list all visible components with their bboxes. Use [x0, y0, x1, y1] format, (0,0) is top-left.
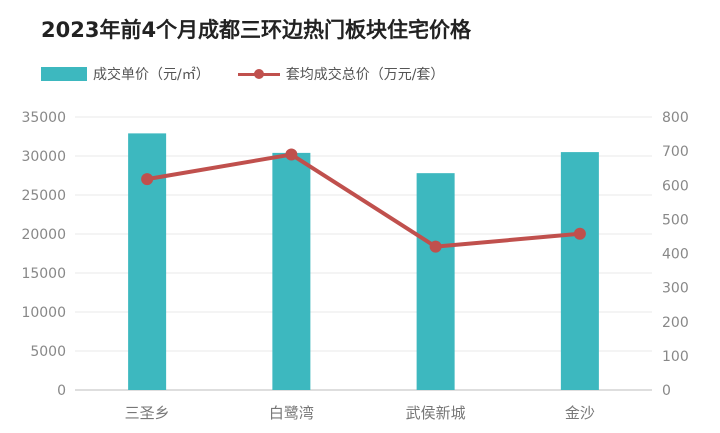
y-left-tick-label: 5000: [30, 344, 66, 360]
y-right-tick-label: 800: [662, 110, 689, 126]
bar: [128, 133, 167, 390]
legend-label-price: 成交单价（元/㎡）: [93, 67, 210, 83]
x-tick-label: 金沙: [565, 404, 595, 422]
x-tick-label: 三圣乡: [125, 404, 170, 422]
line-point: [285, 148, 298, 161]
y-right-tick-label: 200: [662, 315, 689, 331]
bar: [416, 173, 455, 390]
y-right-tick-label: 400: [662, 247, 689, 263]
y-right-tick-label: 600: [662, 178, 689, 194]
line-point: [573, 227, 586, 240]
bar: [560, 152, 599, 390]
y-left-tick-label: 35000: [21, 110, 66, 126]
y-left-tick-label: 20000: [21, 227, 66, 243]
legend-item-total[interactable]: 套均成交总价（万元/套）: [237, 64, 445, 84]
line-point: [429, 240, 442, 253]
y-left-tick-label: 30000: [21, 149, 66, 165]
y-right-tick-label: 0: [662, 383, 671, 399]
chart-title: 2023年前4个月成都三环边热门板块住宅价格: [41, 18, 472, 42]
bar: [272, 152, 311, 390]
y-right-tick-label: 500: [662, 212, 689, 228]
y-left-tick-label: 0: [57, 383, 66, 399]
legend-item-price[interactable]: 成交单价（元/㎡）: [41, 64, 210, 84]
line-point: [141, 173, 154, 186]
x-tick-label: 白鹭湾: [269, 404, 314, 422]
chart-legend: 成交单价（元/㎡） 套均成交总价（万元/套）: [41, 64, 472, 84]
y-right-tick-label: 300: [662, 281, 689, 297]
x-tick-label: 武侯新城: [406, 404, 466, 422]
y-left-tick-label: 25000: [21, 188, 66, 204]
y-right-tick-label: 100: [662, 349, 689, 365]
legend-bar-swatch: [41, 67, 87, 81]
series-line: [146, 152, 581, 249]
legend-line-swatch: [237, 67, 280, 81]
legend-label-total: 套均成交总价（万元/套）: [285, 67, 445, 83]
y-left-tick-label: 15000: [21, 266, 66, 282]
y-right-tick-label: 700: [662, 144, 689, 160]
y-left-tick-label: 10000: [21, 305, 66, 321]
